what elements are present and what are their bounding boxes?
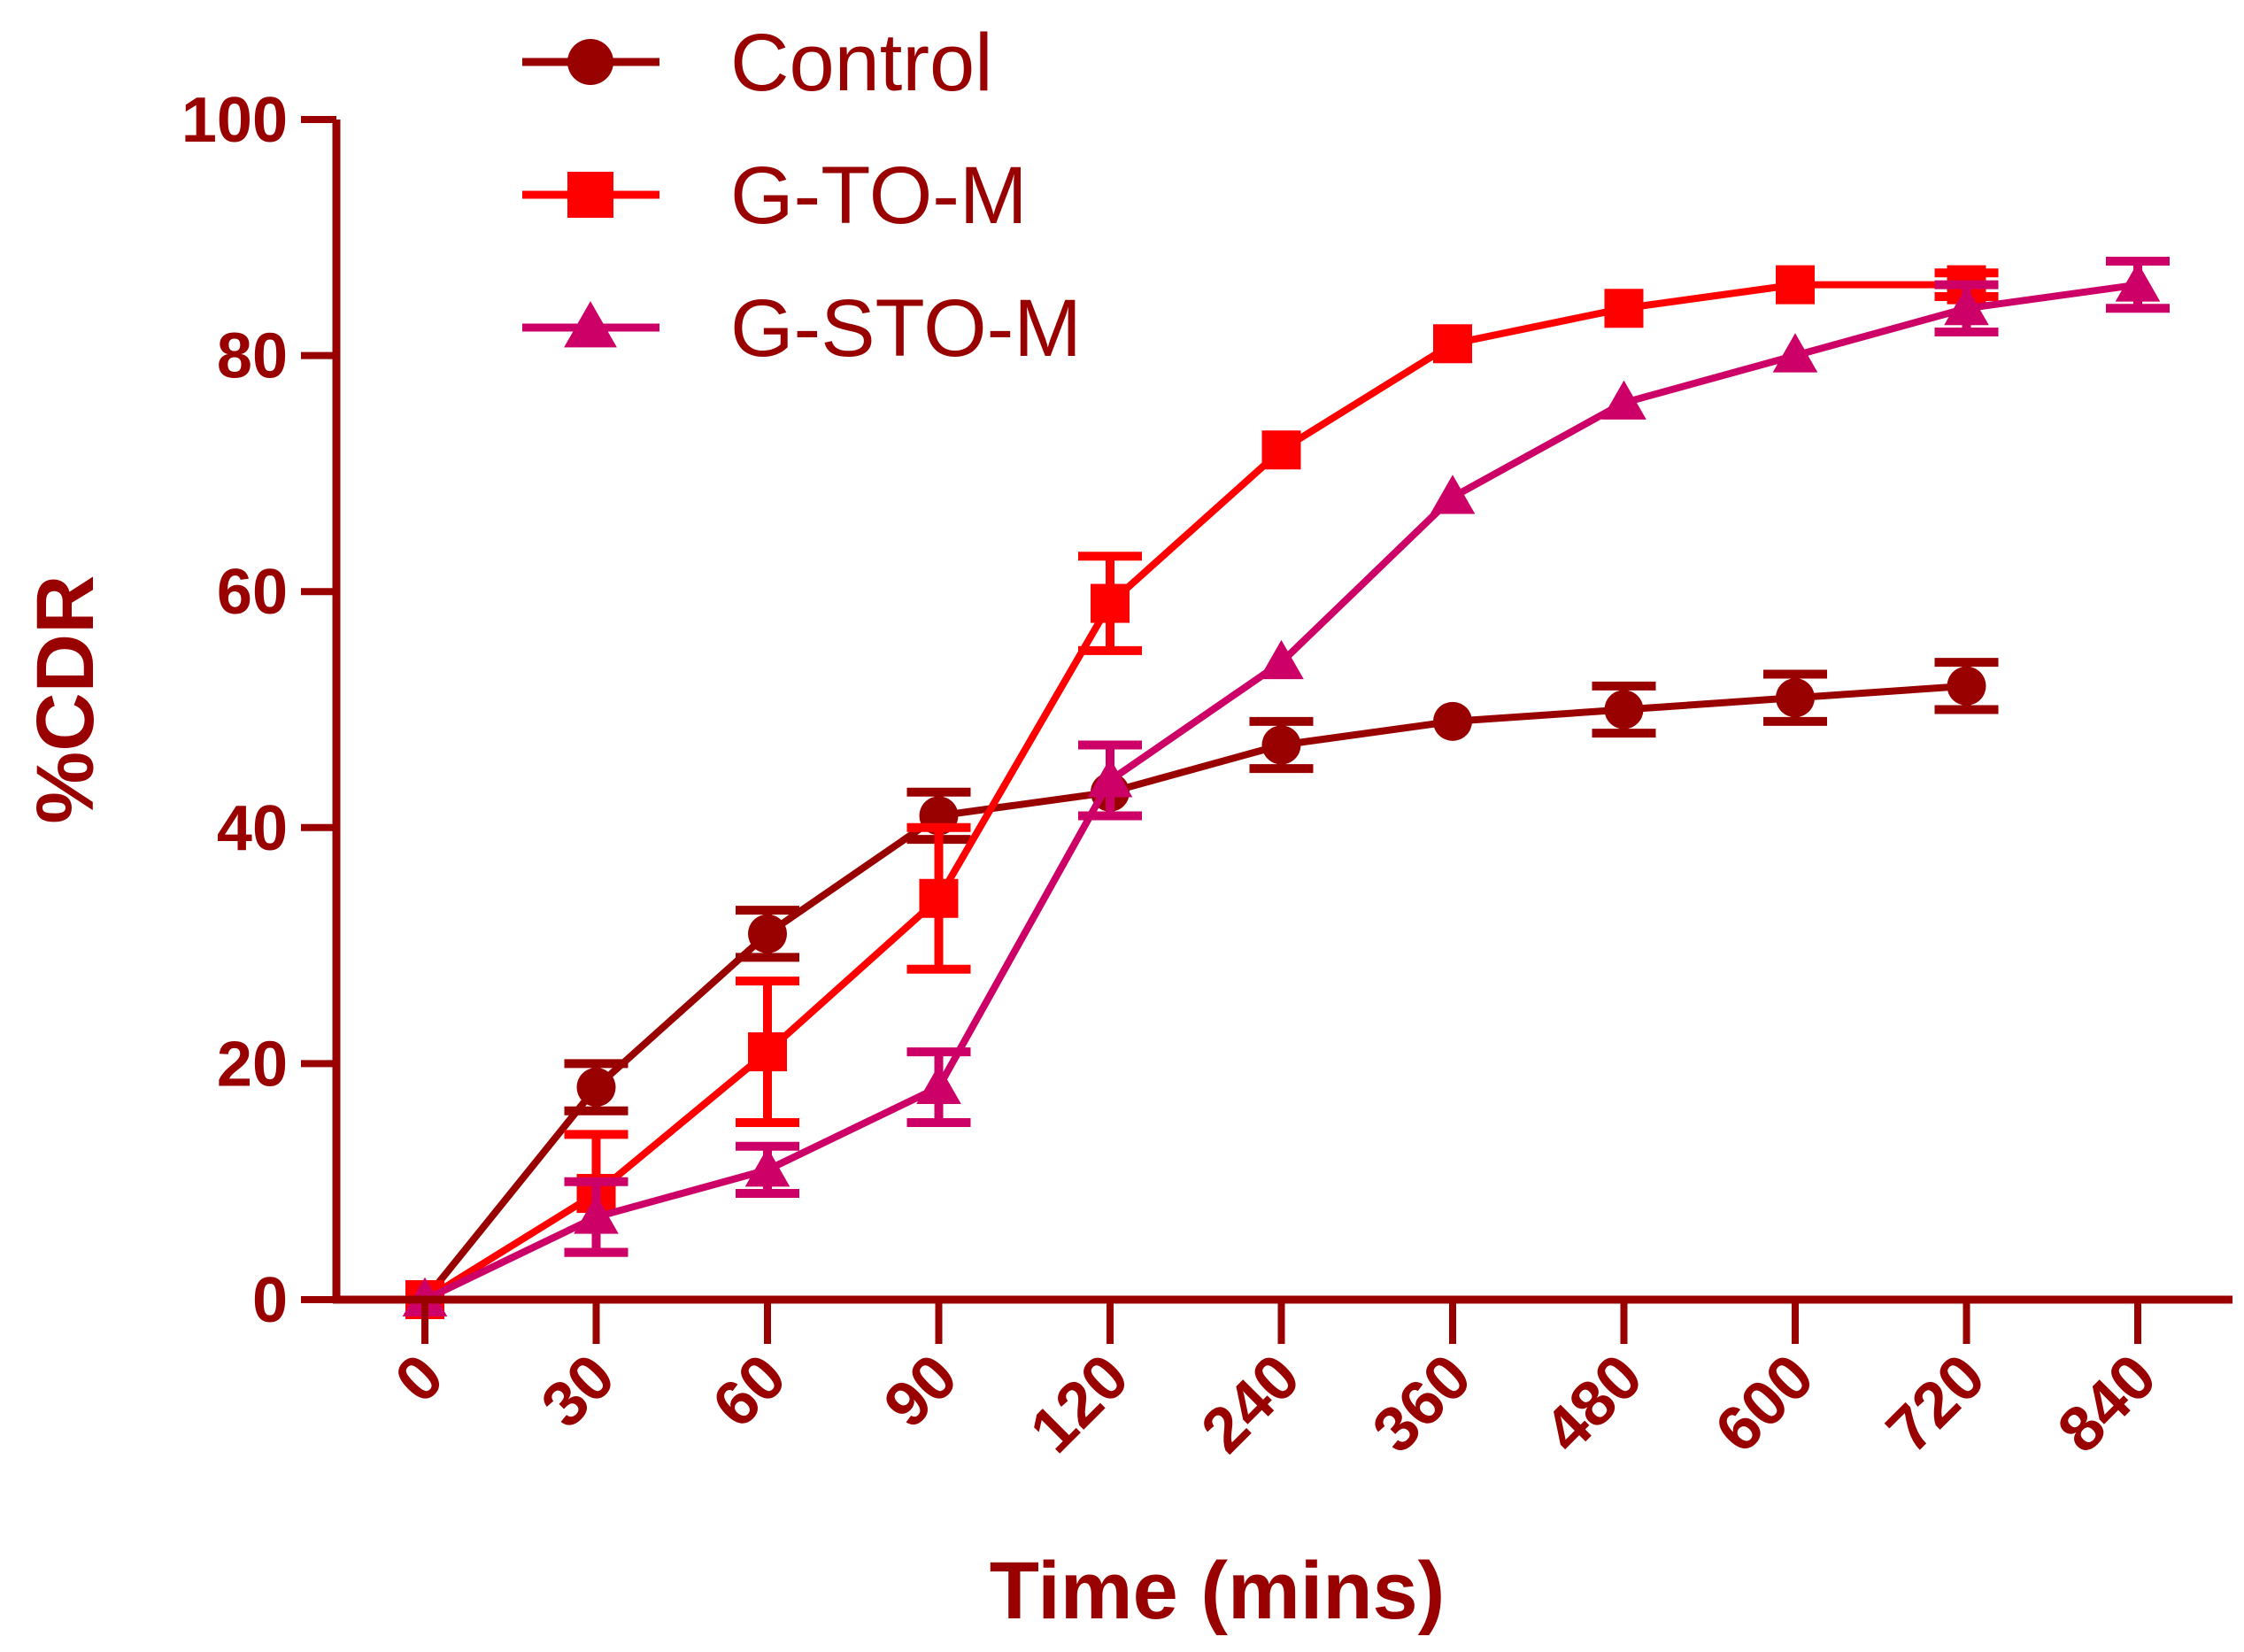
point-g-sto-m-480 <box>1601 380 1646 420</box>
x-tick-label-840: 840 <box>2045 1341 2171 1467</box>
legend-label-g-to-m: G-TO-M <box>730 151 1028 241</box>
point-g-sto-m-600 <box>1772 333 1818 373</box>
y-axis-title: %CDR <box>20 575 111 823</box>
legend-label-g-sto-m: G-STO-M <box>730 283 1082 374</box>
point-control-240 <box>1261 725 1301 765</box>
point-g-sto-m-360 <box>1430 475 1476 514</box>
x-tick-label-600: 600 <box>1702 1341 1828 1467</box>
x-tick-label-360: 360 <box>1360 1341 1485 1467</box>
y-tick-label-20: 20 <box>217 1029 288 1100</box>
point-g-sto-m-90 <box>916 1064 961 1105</box>
legend-marker-control <box>567 39 613 85</box>
point-g-sto-m-720 <box>1944 285 1989 326</box>
series-g-sto-m <box>402 256 2170 1316</box>
y-tick-label-80: 80 <box>217 321 288 392</box>
legend-marker-g-sto-m <box>564 301 617 348</box>
x-tick-label-60: 60 <box>699 1341 799 1441</box>
x-tick-label-30: 30 <box>528 1341 628 1441</box>
series-line-g-to-m <box>422 281 1967 1303</box>
point-g-sto-m-240 <box>1259 639 1304 680</box>
point-g-to-m-60 <box>748 1032 787 1072</box>
x-tick-label-0: 0 <box>382 1341 457 1417</box>
x-tick-label-240: 240 <box>1188 1341 1314 1467</box>
point-control-360 <box>1433 701 1472 741</box>
point-g-to-m-480 <box>1604 289 1644 328</box>
point-control-30 <box>576 1068 616 1108</box>
x-tick-label-480: 480 <box>1531 1341 1656 1467</box>
point-g-to-m-240 <box>1261 430 1301 470</box>
point-g-sto-m-30 <box>574 1194 619 1234</box>
x-tick-label-720: 720 <box>1873 1341 1999 1467</box>
legend: Control G-TO-M G-STO-M <box>522 18 1082 374</box>
point-control-600 <box>1776 678 1815 718</box>
legend-label-control: Control <box>730 18 993 108</box>
x-tick-label-120: 120 <box>1017 1341 1143 1467</box>
point-control-720 <box>1947 666 1986 706</box>
point-g-sto-m-840 <box>2115 262 2161 302</box>
series-control <box>405 658 1999 1319</box>
legend-entry-g-sto-m: G-STO-M <box>522 283 1082 374</box>
series-line-control <box>421 682 1967 1302</box>
y-tick-label-40: 40 <box>217 793 288 864</box>
point-g-to-m-600 <box>1776 265 1815 305</box>
point-g-to-m-120 <box>1091 583 1130 623</box>
legend-marker-g-to-m <box>567 172 613 218</box>
point-control-480 <box>1604 690 1644 730</box>
y-tick-label-60: 60 <box>217 557 288 628</box>
point-g-sto-m-60 <box>744 1147 790 1187</box>
series-g-to-m <box>405 265 1999 1319</box>
legend-entry-g-to-m: G-TO-M <box>522 151 1028 241</box>
plot-area <box>402 256 2170 1319</box>
y-tick-label-100: 100 <box>181 85 288 156</box>
point-g-sto-m-120 <box>1087 758 1133 798</box>
x-tick-label-90: 90 <box>871 1341 971 1441</box>
x-axis-title: Time (mins) <box>990 1546 1446 1636</box>
point-g-to-m-360 <box>1433 324 1472 364</box>
y-tick-label-0: 0 <box>252 1265 288 1336</box>
point-control-60 <box>748 914 787 953</box>
point-g-to-m-90 <box>919 878 959 918</box>
legend-entry-control: Control <box>522 18 993 108</box>
